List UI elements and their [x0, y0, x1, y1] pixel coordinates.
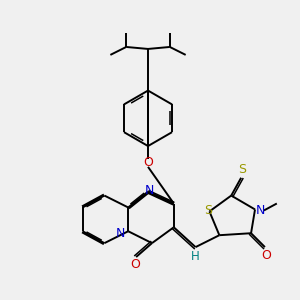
- Text: H: H: [191, 250, 200, 263]
- Text: N: N: [144, 184, 154, 197]
- Text: O: O: [261, 248, 271, 262]
- Text: O: O: [143, 156, 153, 170]
- Text: S: S: [238, 163, 246, 176]
- Text: N: N: [255, 204, 265, 217]
- Text: N: N: [116, 227, 125, 240]
- Text: S: S: [205, 204, 212, 217]
- Text: O: O: [130, 258, 140, 272]
